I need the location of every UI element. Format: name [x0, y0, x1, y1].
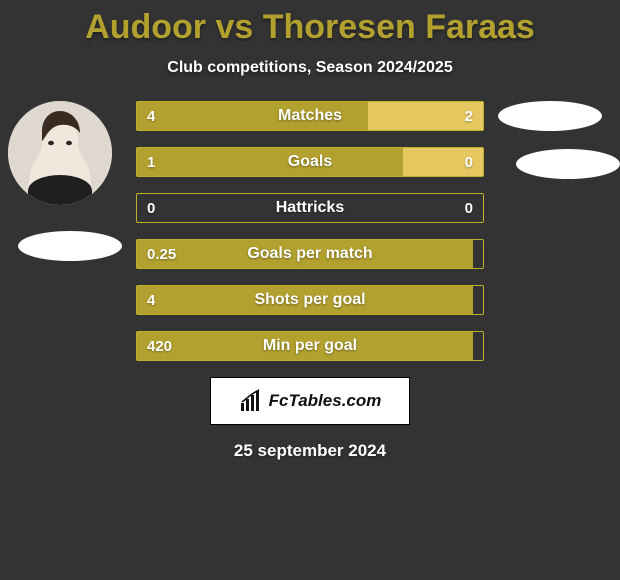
player-left-avatar [8, 101, 112, 205]
site-badge: FcTables.com [210, 377, 410, 425]
stat-left-value: 0.25 [137, 240, 473, 268]
comparison-bars: 42Matches10Goals00Hattricks0.25Goals per… [136, 101, 484, 361]
stat-left-value: 4 [137, 286, 473, 314]
site-badge-text: FcTables.com [269, 391, 382, 411]
stat-left-value: 4 [137, 102, 368, 130]
stat-right-value [473, 240, 483, 268]
stat-right-value: 0 [403, 148, 483, 176]
stat-row: 0.25Goals per match [136, 239, 484, 269]
stat-row: 10Goals [136, 147, 484, 177]
stat-row: 42Matches [136, 101, 484, 131]
comparison-arena: 42Matches10Goals00Hattricks0.25Goals per… [0, 101, 620, 361]
stat-right-value: 0 [465, 194, 483, 222]
fctables-logo-icon [239, 389, 263, 413]
stat-row: 0 0Hattricks [136, 193, 484, 223]
stat-left-value: 420 [137, 332, 473, 360]
page-title: Audoor vs Thoresen Faraas [0, 0, 620, 47]
avatar-icon [8, 101, 112, 205]
stat-row: 4Shots per goal [136, 285, 484, 315]
stat-right-value [473, 286, 483, 314]
subtitle: Club competitions, Season 2024/2025 [0, 59, 620, 77]
player-left-name-oval [18, 231, 122, 261]
player-right-oval-1 [498, 101, 602, 131]
stat-row: 420Min per goal [136, 331, 484, 361]
snapshot-date: 25 september 2024 [0, 441, 620, 461]
stat-right-value: 2 [368, 102, 483, 130]
stat-left-value: 0 [137, 194, 155, 222]
stat-left-value: 1 [137, 148, 403, 176]
stat-right-value [473, 332, 483, 360]
stat-label: Hattricks [137, 194, 483, 222]
player-right-oval-2 [516, 149, 620, 179]
